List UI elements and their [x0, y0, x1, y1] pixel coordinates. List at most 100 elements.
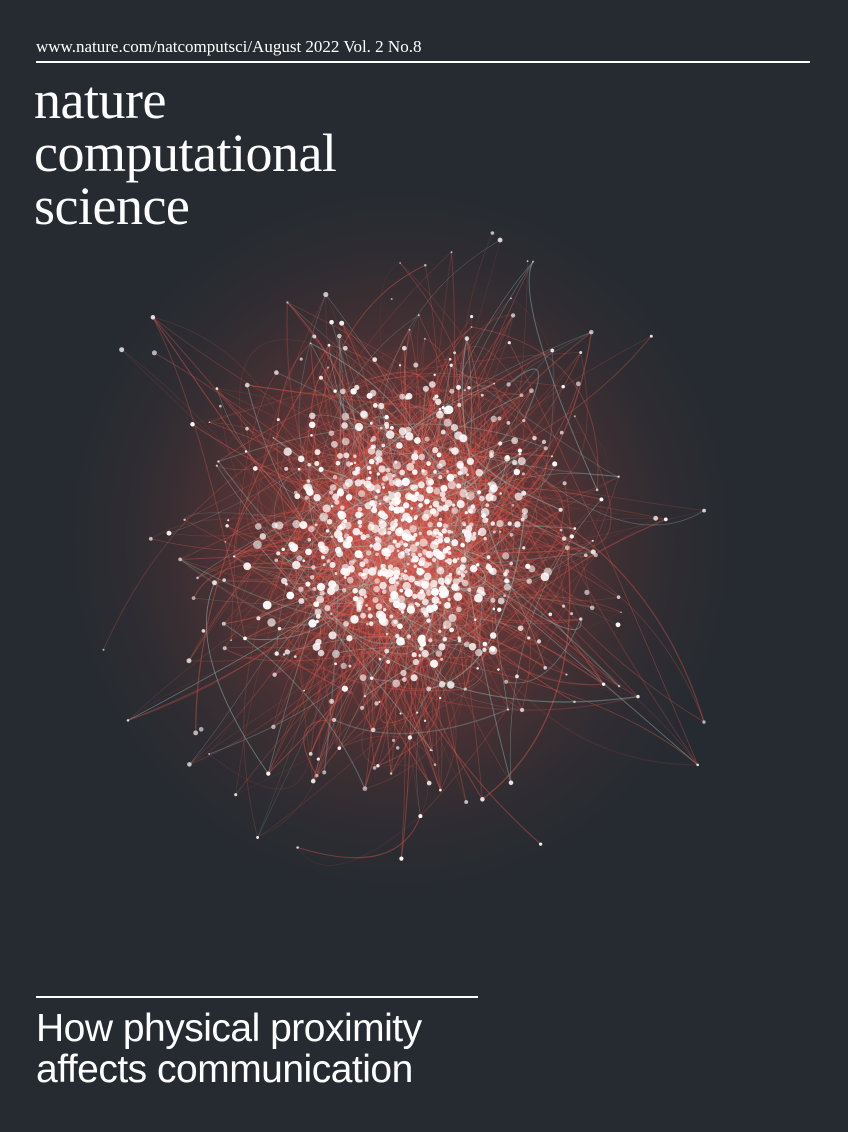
network-node: [425, 590, 432, 596]
network-edge: [341, 452, 493, 492]
network-node: [370, 727, 376, 733]
network-node: [316, 582, 326, 592]
network-node: [416, 711, 419, 714]
network-node: [440, 657, 444, 661]
network-node: [414, 484, 418, 489]
network-node: [416, 494, 425, 502]
network-node: [561, 604, 566, 608]
network-node: [310, 575, 315, 580]
network-edge: [316, 551, 426, 605]
network-node: [601, 682, 606, 687]
network-node: [431, 596, 440, 604]
network-edge: [426, 452, 493, 503]
network-node: [620, 611, 622, 614]
network-node: [401, 532, 409, 540]
network-edge: [309, 492, 418, 713]
network-edge: [308, 560, 355, 667]
network-node: [465, 536, 471, 543]
network-node: [402, 677, 407, 682]
network-edge: [321, 544, 368, 629]
network-node: [450, 251, 453, 253]
network-edge: [400, 358, 451, 510]
network-node: [696, 763, 699, 767]
network-edge: [346, 544, 375, 768]
network-edge: [348, 510, 434, 605]
network-edge: [391, 598, 484, 627]
network-edge: [298, 468, 369, 498]
network-node: [543, 446, 548, 451]
network-node: [328, 430, 335, 436]
network-node: [702, 720, 706, 724]
network-edge: [184, 519, 460, 614]
network-node: [456, 500, 465, 509]
network-node: [559, 430, 564, 435]
network-node: [442, 620, 452, 629]
network-node: [332, 717, 337, 722]
network-node: [466, 457, 474, 465]
network-edge: [361, 555, 480, 593]
network-edge: [209, 347, 405, 423]
network-edge: [400, 528, 414, 859]
network-node: [359, 561, 366, 568]
network-edge: [316, 461, 460, 474]
network-edge: [473, 568, 503, 591]
network-edge: [273, 580, 507, 728]
network-node: [435, 535, 439, 539]
network-node: [297, 467, 301, 471]
network-edge: [233, 555, 398, 638]
network-node: [436, 463, 443, 469]
network-edge: [439, 456, 568, 548]
network-edge: [433, 533, 487, 590]
network-edge: [325, 294, 382, 704]
network-edge: [320, 490, 438, 654]
network-edge: [396, 538, 489, 609]
network-node: [381, 443, 386, 448]
network-edge: [401, 396, 437, 553]
network-node: [421, 513, 430, 521]
network-edge: [320, 377, 594, 553]
network-edge: [360, 599, 415, 678]
network-node: [308, 421, 316, 429]
network-edge: [421, 414, 444, 444]
network-node: [339, 320, 345, 326]
network-edge: [508, 368, 540, 421]
network-node: [412, 658, 420, 666]
network-edge: [523, 473, 593, 608]
network-edge: [301, 342, 510, 460]
network-node: [392, 539, 397, 544]
network-node: [437, 577, 445, 585]
network-node: [504, 679, 509, 684]
network-edge: [431, 384, 495, 499]
network-node: [702, 508, 706, 513]
network-edge: [226, 499, 388, 554]
network-edge: [386, 643, 486, 685]
network-node: [329, 698, 335, 704]
network-edge: [381, 427, 466, 610]
network-node: [378, 520, 387, 529]
network-node: [376, 456, 383, 463]
network-node: [399, 393, 406, 400]
network-node: [418, 654, 422, 657]
network-edge: [345, 441, 432, 497]
network-node: [425, 478, 434, 486]
network-node: [433, 373, 436, 376]
network-edge: [399, 625, 421, 681]
network-node: [380, 618, 389, 627]
network-edge: [286, 582, 446, 640]
network-edge: [487, 518, 564, 607]
network-edge: [426, 501, 442, 699]
network-edge: [344, 417, 392, 464]
network-edge: [152, 317, 300, 470]
network-node: [406, 562, 410, 566]
network-node: [352, 470, 358, 476]
network-edge: [421, 459, 471, 496]
network-node: [514, 492, 523, 501]
network-node: [451, 583, 459, 591]
network-edge: [339, 526, 398, 748]
network-edge: [372, 513, 430, 594]
network-edge: [370, 615, 467, 803]
network-node: [319, 512, 329, 522]
network-edge: [312, 314, 419, 590]
network-edge: [193, 539, 409, 613]
